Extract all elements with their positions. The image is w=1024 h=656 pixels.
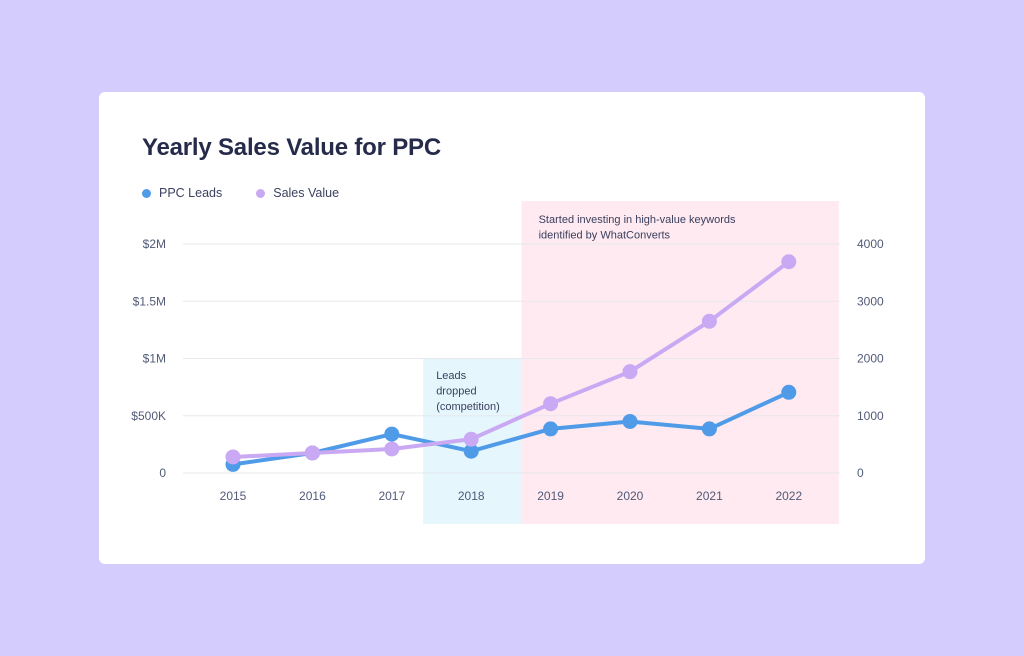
- data-point-sales-value: [304, 445, 320, 461]
- series-line-ppc-leads: [231, 390, 791, 467]
- y-right-tick-label: 1000: [857, 409, 884, 423]
- y-right-tick-label: 3000: [857, 294, 884, 308]
- y-left-tick-label: $500K: [131, 409, 166, 423]
- data-point-ppc-leads: [543, 421, 559, 437]
- legend-swatch-leads: [142, 188, 151, 198]
- data-point-sales-value: [781, 254, 797, 270]
- data-point-sales-value: [463, 431, 479, 447]
- annotation-text-1: Leads: [436, 370, 466, 382]
- annotation-text-2: identified by WhatConverts: [539, 230, 671, 242]
- legend-label-leads: PPC Leads: [159, 186, 223, 200]
- x-tick-label: 2022: [775, 489, 802, 503]
- chart-card: Yearly Sales Value for PPC PPC Leads Sal…: [99, 92, 925, 564]
- x-tick-label: 2015: [220, 489, 247, 503]
- line-chart: Leads dropped (competition) Started investi…: [131, 201, 884, 524]
- data-point-sales-value: [701, 313, 717, 329]
- legend-swatch-sales: [256, 188, 266, 198]
- y-right-tick-label: 4000: [857, 237, 884, 251]
- annotation-text-2: Started investing in high-value keywords: [539, 214, 736, 226]
- data-point-ppc-leads: [701, 421, 717, 437]
- data-point-sales-value: [543, 396, 559, 412]
- x-tick-label: 2020: [617, 489, 644, 503]
- y-left-tick-label: $2M: [143, 237, 166, 251]
- annotation-band-2: [521, 201, 839, 524]
- legend-label-sales: Sales Value: [273, 186, 340, 200]
- annotation-text-1: (competition): [436, 401, 500, 413]
- annotation-text-1: dropped: [436, 386, 476, 398]
- y-left-tick-label: 0: [159, 466, 166, 480]
- x-tick-label: 2021: [696, 489, 723, 503]
- data-point-sales-value: [622, 364, 638, 380]
- data-point-ppc-leads: [622, 413, 638, 429]
- legend-item-leads: PPC Leads: [142, 186, 222, 200]
- legend-item-sales: Sales Value: [256, 186, 339, 200]
- chart-title: Yearly Sales Value for PPC: [142, 134, 441, 161]
- data-point-ppc-leads: [781, 384, 797, 400]
- series-line-sales-value: [231, 259, 791, 459]
- y-left-tick-label: $1.5M: [133, 294, 166, 308]
- x-tick-label: 2016: [299, 489, 326, 503]
- y-right-tick-label: 2000: [857, 352, 884, 366]
- data-point-ppc-leads: [384, 426, 400, 442]
- legend: PPC Leads Sales Value: [142, 186, 339, 200]
- x-tick-label: 2018: [458, 489, 485, 503]
- x-tick-label: 2017: [378, 489, 405, 503]
- y-right-tick-label: 0: [857, 466, 864, 480]
- data-point-sales-value: [384, 441, 400, 457]
- data-point-sales-value: [225, 449, 241, 465]
- y-left-tick-label: $1M: [143, 352, 166, 366]
- x-tick-label: 2019: [537, 489, 564, 503]
- data-point-ppc-leads: [463, 443, 479, 459]
